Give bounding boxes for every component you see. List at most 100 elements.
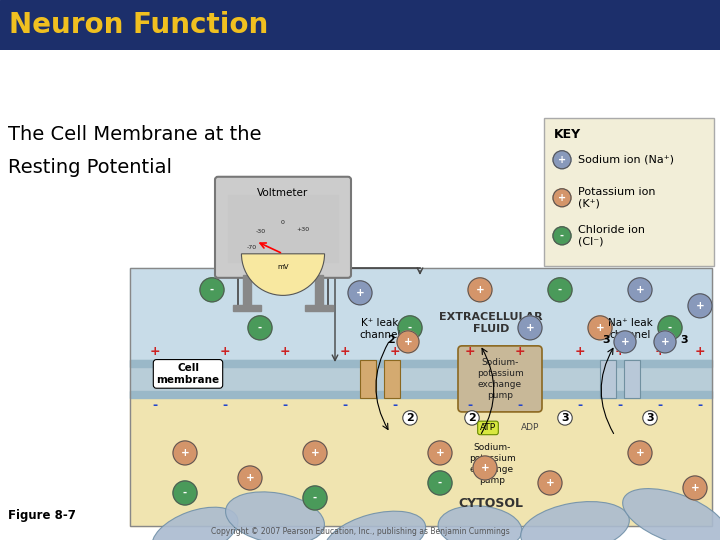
Text: -: - — [618, 400, 623, 413]
Circle shape — [348, 281, 372, 305]
Text: -: - — [668, 323, 672, 333]
Circle shape — [658, 316, 682, 340]
Circle shape — [553, 227, 571, 245]
Text: Chloride ion
(Cl⁻): Chloride ion (Cl⁻) — [578, 225, 645, 247]
Bar — [233, 305, 261, 311]
Text: +: + — [575, 346, 585, 359]
Text: Na⁺ leak
channel: Na⁺ leak channel — [608, 318, 652, 340]
Text: 2: 2 — [468, 413, 476, 423]
Text: -: - — [518, 400, 523, 413]
Text: +: + — [390, 346, 400, 359]
Circle shape — [548, 278, 572, 302]
Circle shape — [428, 441, 452, 465]
Text: -: - — [222, 400, 228, 413]
Text: Potassium ion
(K⁺): Potassium ion (K⁺) — [578, 187, 655, 208]
Circle shape — [628, 278, 652, 302]
Text: 3: 3 — [646, 413, 654, 423]
Text: Sodium-
potassium
exchange
pump: Sodium- potassium exchange pump — [477, 357, 523, 400]
Bar — [243, 275, 251, 305]
Circle shape — [553, 151, 571, 169]
Text: +: + — [181, 448, 189, 458]
Bar — [228, 195, 338, 262]
Text: +: + — [220, 346, 230, 359]
Text: -70: -70 — [247, 245, 257, 250]
Text: -: - — [467, 400, 472, 413]
Ellipse shape — [325, 511, 426, 540]
Text: Resting Potential: Resting Potential — [8, 158, 172, 177]
Text: +: + — [526, 323, 534, 333]
Text: +: + — [636, 448, 644, 458]
Circle shape — [628, 441, 652, 465]
Text: +: + — [404, 337, 413, 347]
FancyBboxPatch shape — [458, 346, 542, 412]
Text: The Cell Membrane at the: The Cell Membrane at the — [8, 125, 261, 144]
Circle shape — [428, 471, 452, 495]
Text: +: + — [690, 483, 699, 493]
Circle shape — [518, 316, 542, 340]
Text: +: + — [595, 323, 604, 333]
Text: 3: 3 — [680, 335, 688, 345]
Circle shape — [173, 441, 197, 465]
Text: ADP: ADP — [521, 423, 539, 433]
Text: +: + — [340, 346, 351, 359]
Text: +: + — [636, 285, 644, 295]
Bar — [360, 360, 376, 398]
Circle shape — [173, 481, 197, 505]
Text: +30: +30 — [297, 227, 310, 232]
Circle shape — [473, 456, 497, 480]
Text: -: - — [210, 285, 214, 295]
Bar — [130, 398, 712, 526]
Text: EXTRACELLULAR
FLUID: EXTRACELLULAR FLUID — [439, 312, 543, 334]
Circle shape — [588, 316, 612, 340]
Text: -: - — [577, 400, 582, 413]
Text: Voltmeter: Voltmeter — [257, 188, 309, 198]
Text: -: - — [153, 400, 158, 413]
Text: Cell
membrane: Cell membrane — [156, 363, 220, 385]
Text: KEY: KEY — [554, 128, 581, 141]
Text: Figure 8-7: Figure 8-7 — [8, 509, 76, 522]
Bar — [130, 268, 712, 360]
Bar — [305, 305, 333, 311]
Text: 2: 2 — [387, 335, 395, 345]
Text: Copyright © 2007 Pearson Education, Inc., publishing as Benjamin Cummings: Copyright © 2007 Pearson Education, Inc.… — [211, 527, 509, 536]
Text: ATP: ATP — [480, 423, 496, 433]
Text: Sodium-
potassium
exchange
pump: Sodium- potassium exchange pump — [469, 443, 516, 485]
Circle shape — [654, 331, 676, 353]
Text: Sodium ion (Na⁺): Sodium ion (Na⁺) — [578, 155, 674, 165]
Text: -: - — [698, 400, 703, 413]
Circle shape — [553, 189, 571, 207]
Text: -30: -30 — [256, 229, 266, 234]
Circle shape — [238, 466, 262, 490]
Text: mV: mV — [277, 264, 289, 270]
Circle shape — [397, 331, 419, 353]
Text: +: + — [279, 346, 290, 359]
Text: 3: 3 — [603, 335, 610, 345]
Text: -: - — [392, 400, 397, 413]
Text: +: + — [661, 337, 670, 347]
Text: +: + — [436, 448, 444, 458]
Circle shape — [398, 316, 422, 340]
Wedge shape — [241, 254, 325, 295]
FancyBboxPatch shape — [215, 177, 351, 278]
Text: -: - — [560, 231, 564, 241]
Circle shape — [538, 471, 562, 495]
Text: -: - — [558, 285, 562, 295]
Circle shape — [303, 441, 327, 465]
Text: +: + — [476, 285, 485, 295]
Text: +: + — [546, 478, 554, 488]
Text: +: + — [558, 193, 566, 203]
Bar — [130, 391, 712, 398]
Text: -: - — [183, 488, 187, 498]
Text: 0: 0 — [281, 220, 285, 225]
Ellipse shape — [152, 507, 238, 540]
Ellipse shape — [438, 506, 522, 540]
Text: +: + — [654, 346, 665, 359]
FancyBboxPatch shape — [544, 118, 714, 266]
Text: 3: 3 — [561, 413, 569, 423]
Text: -: - — [282, 400, 287, 413]
Bar — [130, 360, 712, 398]
Circle shape — [303, 486, 327, 510]
Text: CYTOSOL: CYTOSOL — [459, 497, 523, 510]
Text: +: + — [310, 448, 320, 458]
Bar — [315, 275, 323, 305]
